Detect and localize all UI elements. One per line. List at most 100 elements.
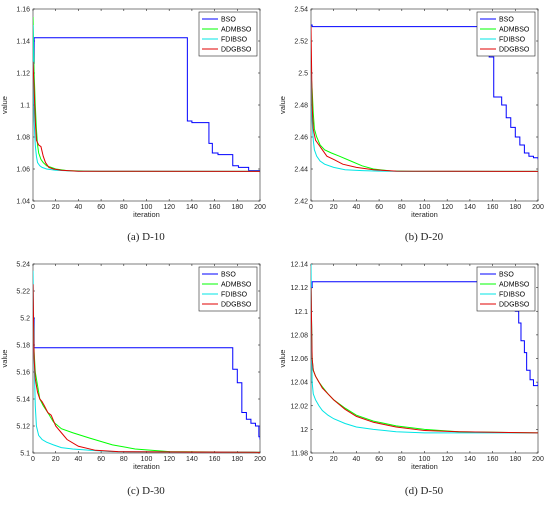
series-line-ddgbso [311,287,538,434]
legend-label-fdibso: FDIBSO [499,292,526,299]
x-tick-label: 100 [141,456,153,463]
x-tick-label: 140 [464,456,476,463]
y-tick-label: 1.16 [16,7,30,14]
x-tick-label: 200 [254,204,266,211]
y-tick-label: 1.08 [16,135,30,142]
x-tick-label: 20 [52,456,60,463]
y-axis-label: value [0,96,9,114]
x-tick-label: 60 [375,204,383,211]
x-tick-label: 0 [309,456,313,463]
series-line-bso [33,317,260,440]
x-axis-label: iteration [411,462,438,471]
legend-label-ddgbso: DDGBSO [221,47,252,54]
x-tick-label: 160 [487,204,499,211]
legend-label-admbso: ADMBSO [221,282,252,289]
caption-d50: (d) D-50 [405,485,444,497]
x-tick-label: 100 [419,204,431,211]
y-tick-label: 11.98 [291,451,308,458]
y-tick-label: 2.5 [298,71,308,78]
y-axis-label: value [0,350,9,368]
series-line-fdibso [311,264,538,434]
chart-panel-d30: (c) D-30 0 20 40 60 80 100 120 140 160 180 200 5.1 5… [0,262,266,498]
series-line-fdibso [33,270,260,453]
y-tick-label: 5.16 [16,370,30,377]
x-tick-label: 200 [532,204,544,211]
y-tick-label: 2.44 [294,167,308,174]
x-tick-label: 60 [375,456,383,463]
legend-label-bso: BSO [221,272,236,279]
x-tick-label: 120 [441,204,453,211]
y-tick-label: 2.54 [294,7,308,14]
legend-label-bso: BSO [499,17,514,24]
legend-label-admbso: ADMBSO [499,27,530,34]
y-tick-label: 1.14 [16,39,30,46]
caption-d30: (c) D-30 [127,485,165,497]
x-tick-label: 140 [464,204,476,211]
x-tick-label: 180 [231,456,243,463]
y-tick-label: 5.12 [16,424,30,431]
y-tick-label: 2.48 [294,103,308,110]
legend-label-admbso: ADMBSO [499,282,530,289]
x-tick-label: 100 [141,204,153,211]
y-tick-label: 12.1 [294,309,308,316]
y-axis-label: value [278,96,287,114]
y-tick-label: 12.12 [290,285,308,292]
x-tick-label: 160 [487,456,499,463]
x-tick-label: 160 [209,204,221,211]
x-tick-label: 120 [441,456,453,463]
series-line-ddgbso [311,26,538,172]
x-axis-label: iteration [133,210,160,219]
x-tick-label: 20 [330,456,338,463]
x-tick-label: 200 [532,456,544,463]
legend-label-bso: BSO [221,17,236,24]
x-tick-label: 100 [419,456,431,463]
y-tick-label: 2.52 [294,39,308,46]
x-tick-label: 80 [398,456,406,463]
series-line-bso [33,37,260,173]
legend-label-fdibso: FDIBSO [499,37,526,44]
legend-label-ddgbso: DDGBSO [499,47,530,54]
y-tick-label: 1.1 [20,103,30,110]
y-tick-label: 5.14 [16,397,30,404]
x-tick-label: 40 [75,456,83,463]
x-tick-label: 40 [75,204,83,211]
y-tick-label: 5.22 [16,289,30,296]
x-tick-label: 20 [330,204,338,211]
y-tick-label: 12.06 [290,356,308,363]
y-tick-label: 5.18 [16,343,30,350]
y-tick-label: 5.24 [16,262,30,269]
y-tick-label: 12.08 [290,332,308,339]
x-tick-label: 140 [186,456,198,463]
chart-panel-d10: (a) D-10 0 20 40 60 80 100 120 140 160 180 200 1.04… [0,7,266,244]
x-tick-label: 20 [52,204,60,211]
series-line-fdibso [311,72,538,172]
x-tick-label: 160 [209,456,221,463]
x-tick-label: 60 [97,204,105,211]
y-tick-label: 2.42 [294,199,308,206]
x-tick-label: 40 [353,456,361,463]
x-tick-label: 180 [231,204,243,211]
x-tick-label: 0 [31,204,35,211]
y-tick-label: 5.1 [20,451,30,458]
legend-label-fdibso: FDIBSO [221,37,248,44]
legend-label-admbso: ADMBSO [221,27,252,34]
x-tick-label: 60 [97,456,105,463]
x-tick-label: 120 [163,456,175,463]
series-line-ddgbso [33,284,260,453]
x-tick-label: 200 [254,456,266,463]
y-tick-label: 5.2 [20,316,30,323]
y-tick-label: 1.04 [16,199,30,206]
x-tick-label: 80 [120,204,128,211]
caption-d10: (a) D-10 [127,231,165,243]
x-tick-label: 180 [509,456,521,463]
y-tick-label: 1.06 [16,167,30,174]
x-tick-label: 180 [509,204,521,211]
chart-panel-d20: (b) D-20 0 20 40 60 80 100 120 140 160 180 200 2.42… [278,7,544,244]
series-line-admbso [33,297,260,453]
x-tick-label: 140 [186,204,198,211]
chart-panel-d50: (d) D-50 0 20 40 60 80 100 120 140 160 180 200 11.9… [278,262,544,498]
y-axis-label: value [278,350,287,368]
y-tick-label: 2.46 [294,135,308,142]
y-tick-label: 12 [300,427,308,434]
